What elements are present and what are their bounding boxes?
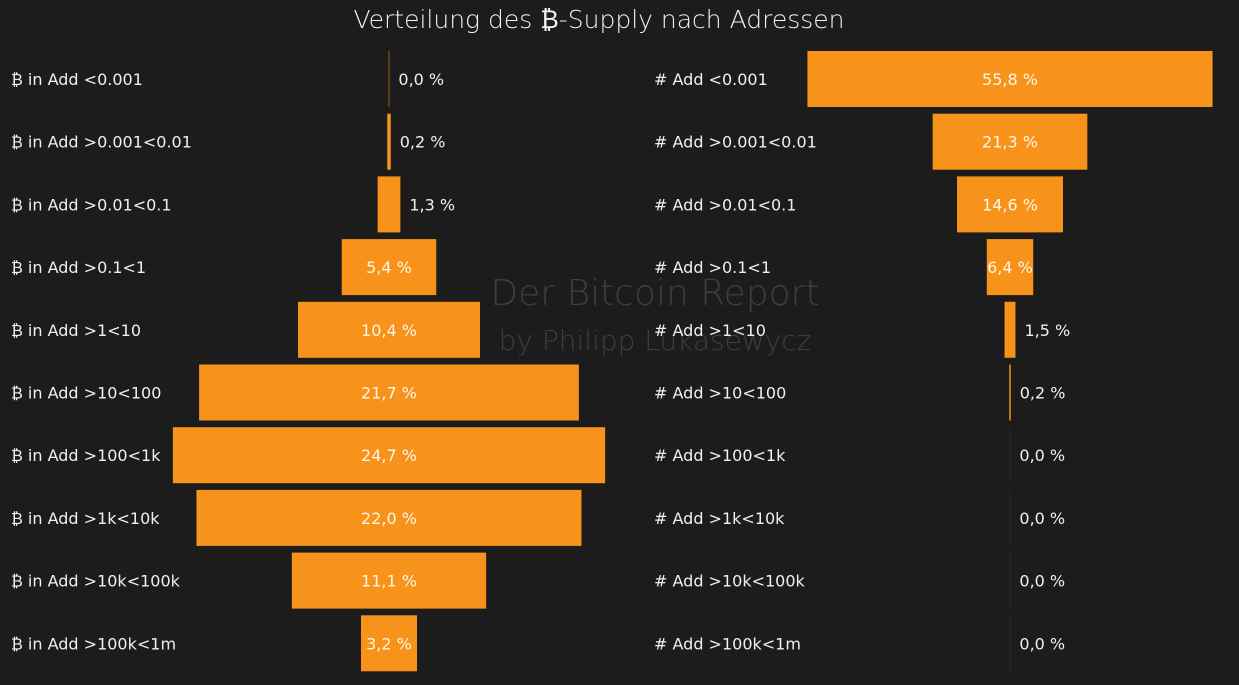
supply-category-label: ₿ in Add >0.001<0.01 xyxy=(11,133,192,152)
addr-category-label: # Add >100<1k xyxy=(654,446,786,465)
supply-category-label: ₿ in Add >10k<100k xyxy=(11,572,181,591)
addr-category-label: # Add >0.1<1 xyxy=(654,258,771,277)
address-share-funnel: # Add <0.001 55,8 % # Add >0.001<0.01 21,3 … xyxy=(654,51,1213,672)
supply-value-label: 0,0 % xyxy=(398,70,444,89)
supply-category-label: ₿ in Add >100<1k xyxy=(11,446,161,465)
addr-bar xyxy=(1009,489,1011,546)
supply-bar xyxy=(199,364,579,421)
supply-value-label: 10,4 % xyxy=(361,321,417,340)
supply-value-label: 22,0 % xyxy=(361,509,417,528)
addr-value-label: 55,8 % xyxy=(982,70,1038,89)
addr-bar xyxy=(932,113,1088,170)
supply-category-label: ₿ in Add >0.01<0.1 xyxy=(11,195,172,214)
addr-bar xyxy=(1009,552,1011,609)
addr-bar xyxy=(1009,615,1011,672)
addr-value-label: 21,3 % xyxy=(982,133,1038,152)
supply-category-label: ₿ in Add >1k<10k xyxy=(11,509,160,528)
supply-category-label: ₿ in Add <0.001 xyxy=(11,70,143,89)
supply-bar xyxy=(361,615,417,672)
supply-bar xyxy=(291,552,487,609)
supply-value-label: 24,7 % xyxy=(361,446,417,465)
supply-category-label: ₿ in Add >1<10 xyxy=(11,321,141,340)
addr-value-label: 6,4 % xyxy=(987,258,1033,277)
supply-value-label: 21,7 % xyxy=(361,384,417,403)
addr-value-label: 0,0 % xyxy=(1019,446,1065,465)
addr-category-label: # Add >1<10 xyxy=(654,321,766,340)
addr-category-label: # Add <0.001 xyxy=(654,70,768,89)
supply-category-label: ₿ in Add >0.1<1 xyxy=(11,258,146,277)
supply-share-funnel: ₿ in Add <0.001 0,0 % ₿ in Add >0.001<0.01… xyxy=(11,51,606,672)
supply-value-label: 11,1 % xyxy=(361,572,417,591)
addr-category-label: # Add >0.01<0.1 xyxy=(654,195,796,214)
addr-category-label: # Add >100k<1m xyxy=(654,634,801,653)
supply-value-label: 1,3 % xyxy=(409,195,455,214)
watermark-line-1: Der Bitcoin Report xyxy=(490,273,819,314)
addr-category-label: # Add >1k<10k xyxy=(654,509,785,528)
addr-value-label: 14,6 % xyxy=(982,195,1038,214)
watermark-line-2: by Philipp Lukasewycz xyxy=(499,324,812,357)
supply-bar xyxy=(377,176,401,233)
supply-value-label: 5,4 % xyxy=(366,258,412,277)
supply-bar xyxy=(196,489,582,546)
addr-value-label: 1,5 % xyxy=(1024,321,1070,340)
addr-bar xyxy=(807,51,1213,107)
addr-value-label: 0,0 % xyxy=(1019,634,1065,653)
supply-category-label: ₿ in Add >100k<1m xyxy=(11,634,176,653)
addr-category-label: # Add >10<100 xyxy=(654,384,786,403)
chart-title: Verteilung des ₿-Supply nach Adressen xyxy=(353,5,844,34)
addr-bar xyxy=(1004,301,1016,358)
supply-bar xyxy=(387,113,391,170)
supply-bar xyxy=(341,239,437,296)
addr-value-label: 0,2 % xyxy=(1020,384,1066,403)
addr-bar xyxy=(957,176,1063,233)
supply-bar xyxy=(298,301,480,358)
supply-value-label: 0,2 % xyxy=(400,133,446,152)
addr-value-label: 0,0 % xyxy=(1019,572,1065,591)
watermark: Der Bitcoin Report by Philipp Lukasewycz xyxy=(490,273,819,357)
addr-bar xyxy=(1009,364,1011,421)
supply-value-label: 3,2 % xyxy=(366,634,412,653)
addr-category-label: # Add >0.001<0.01 xyxy=(654,133,817,152)
addr-category-label: # Add >10k<100k xyxy=(654,572,806,591)
supply-bar xyxy=(172,427,606,484)
supply-bar xyxy=(388,51,390,107)
addr-value-label: 0,0 % xyxy=(1019,509,1065,528)
supply-category-label: ₿ in Add >10<100 xyxy=(11,384,161,403)
addr-bar xyxy=(986,239,1034,296)
addr-bar xyxy=(1009,427,1011,484)
